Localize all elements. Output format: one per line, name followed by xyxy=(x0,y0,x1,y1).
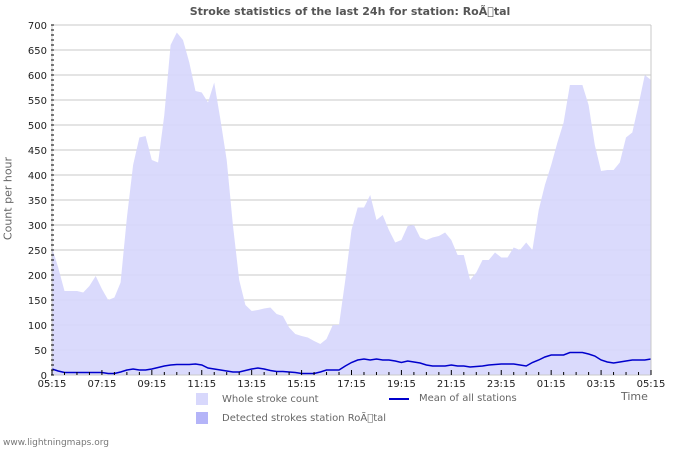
svg-text:0: 0 xyxy=(41,371,47,382)
svg-text:600: 600 xyxy=(28,71,47,82)
svg-text:50: 50 xyxy=(34,346,47,357)
svg-text:11:15: 11:15 xyxy=(187,379,216,390)
svg-text:19:15: 19:15 xyxy=(387,379,416,390)
svg-text:700: 700 xyxy=(28,21,47,32)
svg-text:150: 150 xyxy=(28,296,47,307)
svg-text:450: 450 xyxy=(28,146,47,157)
mean-line xyxy=(51,351,652,375)
svg-text:250: 250 xyxy=(28,246,47,257)
svg-text:23:15: 23:15 xyxy=(487,379,516,390)
legend-detected-label: Detected strokes station RoÃ tal xyxy=(222,412,387,424)
svg-text:300: 300 xyxy=(28,221,47,232)
y-tick-labels: 0 50 100 150 200 250 300 350 400 450 500 550 600 650 7… xyxy=(28,21,47,382)
svg-text:17:15: 17:15 xyxy=(337,379,366,390)
svg-text:05:15: 05:15 xyxy=(38,379,67,390)
x-tick-labels: 05:15 07:15 09:15 11:15 13:15 15:15 17:15 19:15… xyxy=(38,379,666,390)
legend-whole-label: Whole stroke count xyxy=(222,393,319,405)
x-axis-label: Time xyxy=(621,390,648,403)
svg-text:350: 350 xyxy=(28,196,47,207)
legend-mean-label: Mean of all stations xyxy=(419,393,517,404)
legend-mean: Mean of all stations xyxy=(389,393,517,404)
svg-text:01:15: 01:15 xyxy=(537,379,566,390)
svg-text:15:15: 15:15 xyxy=(287,379,316,390)
svg-text:09:15: 09:15 xyxy=(137,379,166,390)
svg-text:21:15: 21:15 xyxy=(437,379,466,390)
svg-text:550: 550 xyxy=(28,96,47,107)
mean-line-swatch-icon xyxy=(389,397,409,400)
legend-detected-strokes: Detected strokes station RoÃ tal xyxy=(196,412,386,424)
svg-text:100: 100 xyxy=(28,321,47,332)
svg-text:650: 650 xyxy=(28,46,47,57)
svg-text:500: 500 xyxy=(28,121,47,132)
svg-text:03:15: 03:15 xyxy=(587,379,616,390)
svg-text:13:15: 13:15 xyxy=(237,379,266,390)
detected-strokes-swatch-icon xyxy=(196,412,208,424)
svg-text:200: 200 xyxy=(28,271,47,282)
whole-stroke-area xyxy=(52,32,651,375)
footer-source: www.lightningmaps.org xyxy=(3,438,109,448)
axes xyxy=(51,24,652,376)
svg-text:400: 400 xyxy=(28,171,47,182)
legend-whole-stroke: Whole stroke count xyxy=(196,393,319,405)
chart-title: Stroke statistics of the last 24h for st… xyxy=(189,5,511,18)
whole-stroke-swatch-icon xyxy=(196,393,208,405)
svg-text:07:15: 07:15 xyxy=(88,379,117,390)
svg-text:05:15: 05:15 xyxy=(637,379,666,390)
